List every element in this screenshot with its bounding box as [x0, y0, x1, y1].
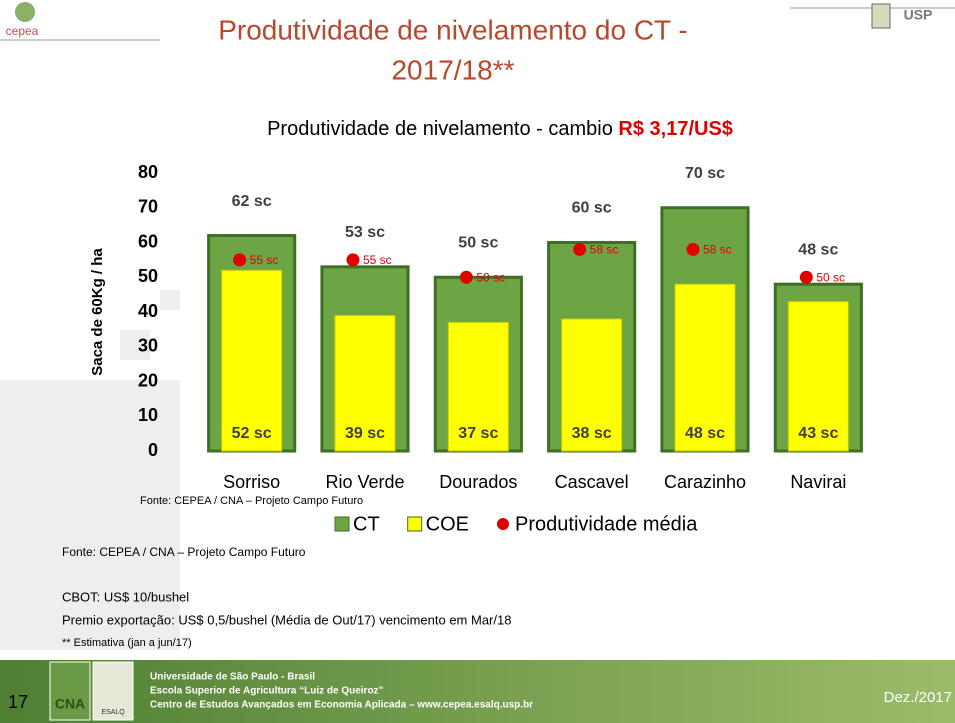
legend-label: COE [426, 513, 469, 535]
note: Fonte: CEPEA / CNA – Projeto Campo Futur… [62, 545, 306, 559]
data-label: 48 sc [685, 425, 725, 442]
data-label: 37 sc [458, 425, 498, 442]
logo-cna: CNA [55, 696, 85, 712]
chart-source: Fonte: CEPEA / CNA – Projeto Campo Futur… [140, 495, 363, 507]
data-label: 50 sc [458, 234, 498, 251]
data-label: 55 sc [363, 253, 392, 267]
average-dot [686, 242, 700, 256]
y-tick-label: 70 [138, 197, 158, 217]
decoration [0, 290, 180, 650]
y-tick-label: 60 [138, 231, 158, 251]
data-label: 39 sc [345, 425, 385, 442]
data-label: 60 sc [572, 200, 612, 217]
legend-marker [407, 516, 423, 532]
data-label: 50 sc [816, 270, 845, 284]
data-label: 43 sc [798, 425, 838, 442]
logo-esalq-icon [871, 3, 891, 29]
slide-title: 2017/18** [391, 54, 514, 85]
footer-line: Centro de Estudos Avançados em Economia … [150, 700, 533, 711]
page-number: 17 [8, 692, 28, 712]
legend-marker [497, 518, 510, 530]
average-dot [573, 242, 587, 256]
y-tick-label: 50 [138, 266, 158, 286]
y-tick-label: 10 [138, 405, 158, 425]
chart-title-text: Produtividade de nivelamento - cambio [267, 118, 618, 140]
bar [787, 301, 849, 452]
data-label: 48 sc [798, 241, 838, 258]
average-dot [799, 270, 813, 284]
slide-title: Produtividade de nivelamento do CT - [218, 14, 688, 45]
bar [334, 314, 396, 452]
footer-line: Escola Superior de Agricultura “Luiz de … [150, 686, 384, 697]
average-dot [346, 253, 360, 267]
logo-esalq-box [92, 661, 134, 721]
data-label: 70 sc [685, 165, 725, 182]
logo-mark [15, 2, 35, 22]
y-axis-label: Saca de 60Kg / ha [89, 248, 106, 376]
data-label: 55 sc [250, 253, 279, 267]
x-tick-label: Carazinho [664, 472, 746, 492]
bar [221, 269, 283, 452]
average-dot [459, 270, 473, 284]
x-tick-label: Navirai [790, 472, 846, 492]
y-tick-label: 30 [138, 336, 158, 356]
logo-right: USP [904, 7, 933, 23]
chart-title: Produtividade de nivelamento - cambio R$… [267, 118, 733, 140]
x-tick-label: Rio Verde [325, 472, 404, 492]
data-label: 58 sc [590, 243, 619, 257]
footer-bar [0, 660, 955, 723]
average-dot [233, 253, 247, 267]
bar [447, 321, 509, 452]
y-tick-label: 80 [138, 162, 158, 182]
chart-title-highlight: R$ 3,17/US$ [618, 118, 733, 140]
y-tick-label: 20 [138, 370, 158, 390]
note: CBOT: US$ 10/bushel [62, 589, 189, 604]
x-tick-label: Sorriso [223, 472, 280, 492]
footer-date: Dez./2017 [884, 689, 952, 706]
logo-left: cepea [6, 24, 39, 38]
legend-marker [334, 516, 350, 532]
note: Premio exportação: US$ 0,5/bushel (Média… [62, 612, 511, 627]
logo-cna-box [49, 661, 91, 721]
data-label: 38 sc [572, 425, 612, 442]
y-tick-label: 0 [148, 440, 158, 460]
data-label: 62 sc [232, 193, 272, 210]
data-label: 50 sc [476, 270, 505, 284]
logo-esalq: ESALQ [101, 709, 125, 716]
legend-label: Produtividade média [515, 513, 698, 535]
data-label: 58 sc [703, 243, 732, 257]
bar [674, 283, 736, 452]
y-tick-label: 40 [138, 301, 158, 321]
x-tick-label: Dourados [439, 472, 517, 492]
data-label: 53 sc [345, 224, 385, 241]
data-label: 52 sc [232, 425, 272, 442]
footer-line: Universidade de São Paulo - Brasil [150, 672, 315, 683]
x-tick-label: Cascavel [555, 472, 629, 492]
note: ** Estimativa (jan a jun/17) [62, 637, 192, 649]
bar [561, 318, 623, 452]
legend-label: CT [353, 513, 380, 535]
